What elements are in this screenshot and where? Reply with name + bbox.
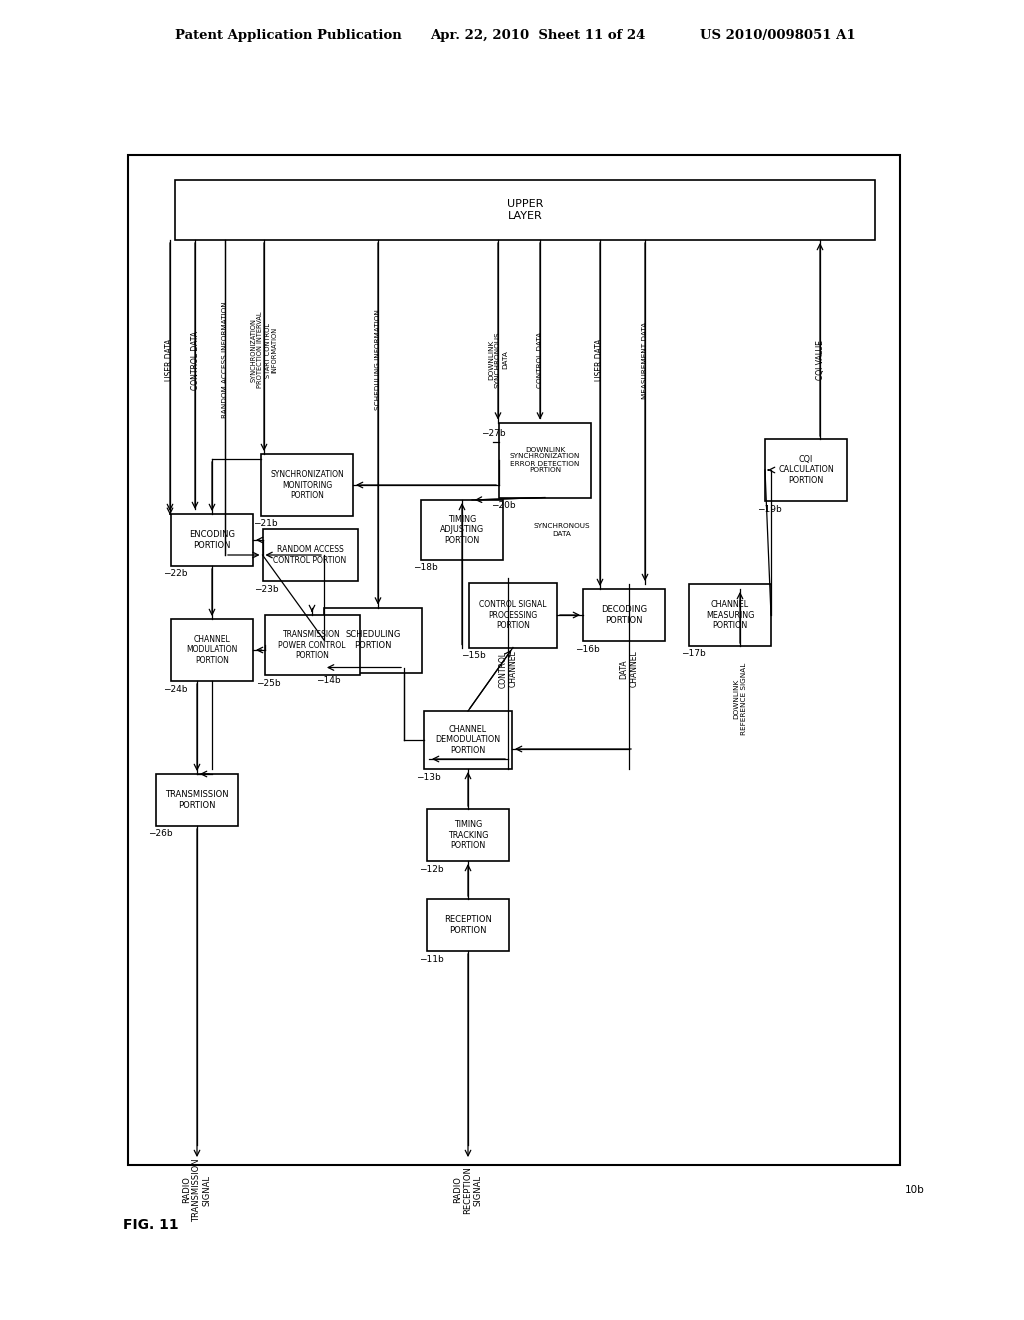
- Text: CHANNEL
MEASURING
PORTION: CHANNEL MEASURING PORTION: [706, 601, 755, 630]
- Text: CONTROL SIGNAL
PROCESSING
PORTION: CONTROL SIGNAL PROCESSING PORTION: [479, 601, 547, 630]
- Bar: [765, 440, 847, 502]
- Bar: [324, 607, 422, 672]
- Text: DECODING
PORTION: DECODING PORTION: [601, 606, 647, 624]
- Bar: [427, 809, 509, 861]
- Text: −21b: −21b: [253, 520, 278, 528]
- Text: Patent Application Publication: Patent Application Publication: [175, 29, 401, 41]
- Bar: [427, 899, 509, 950]
- Bar: [262, 529, 357, 581]
- Bar: [689, 583, 771, 645]
- Text: TIMING
ADJUSTING
PORTION: TIMING ADJUSTING PORTION: [440, 515, 484, 545]
- Text: CQI
CALCULATION
PORTION: CQI CALCULATION PORTION: [778, 455, 834, 484]
- Text: −12b: −12b: [419, 865, 443, 874]
- Bar: [171, 619, 253, 681]
- Text: −26b: −26b: [148, 829, 173, 838]
- Text: RADIO
RECEPTION
SIGNAL: RADIO RECEPTION SIGNAL: [453, 1166, 483, 1214]
- Bar: [421, 500, 503, 560]
- Text: −13b: −13b: [416, 772, 440, 781]
- Text: FIG. 11: FIG. 11: [123, 1218, 178, 1232]
- Text: −19b: −19b: [757, 504, 781, 513]
- Text: ENCODING
PORTION: ENCODING PORTION: [189, 531, 234, 549]
- Text: US 2010/0098051 A1: US 2010/0098051 A1: [700, 29, 856, 41]
- Text: USER DATA: USER DATA: [166, 339, 174, 381]
- Bar: [583, 589, 665, 642]
- Bar: [499, 422, 591, 498]
- Bar: [261, 454, 353, 516]
- Bar: [424, 711, 512, 770]
- Text: RECEPTION
PORTION: RECEPTION PORTION: [444, 915, 492, 935]
- Text: DOWNLINK
SYNCHRONOUS
DATA: DOWNLINK SYNCHRONOUS DATA: [488, 331, 508, 388]
- Text: −17b: −17b: [681, 649, 706, 659]
- Text: RANDOM ACCESS
CONTROL PORTION: RANDOM ACCESS CONTROL PORTION: [273, 545, 347, 565]
- Text: −27b: −27b: [481, 429, 506, 438]
- Text: −15b: −15b: [461, 651, 485, 660]
- Text: CONTROL DATA: CONTROL DATA: [190, 330, 200, 389]
- Text: −18b: −18b: [413, 564, 437, 573]
- Text: −20b: −20b: [490, 502, 516, 510]
- Text: TIMING
TRACKING
PORTION: TIMING TRACKING PORTION: [447, 820, 488, 850]
- Text: −25b: −25b: [256, 678, 282, 688]
- Text: CHANNEL
MODULATION
PORTION: CHANNEL MODULATION PORTION: [186, 635, 238, 665]
- Text: −16b: −16b: [575, 644, 600, 653]
- Bar: [128, 154, 900, 1166]
- Text: −22b: −22b: [163, 569, 187, 578]
- Text: 10b: 10b: [905, 1185, 925, 1195]
- Bar: [469, 582, 557, 648]
- Text: SYNCHRONIZATION
PROTECTION INTERVAL
START CONTROL
INFORMATION: SYNCHRONIZATION PROTECTION INTERVAL STAR…: [251, 312, 278, 388]
- Text: −24b: −24b: [163, 685, 187, 693]
- Text: −14b: −14b: [316, 676, 341, 685]
- Bar: [171, 513, 253, 566]
- Text: SCHEDULING INFORMATION: SCHEDULING INFORMATION: [375, 310, 381, 411]
- Bar: [156, 774, 238, 826]
- Text: UPPER
LAYER: UPPER LAYER: [507, 199, 543, 220]
- Text: SCHEDULING
PORTION: SCHEDULING PORTION: [345, 630, 400, 649]
- Text: −11b: −11b: [419, 954, 443, 964]
- Text: USER DATA: USER DATA: [596, 339, 604, 381]
- Text: TRANSMISSION
PORTION: TRANSMISSION PORTION: [165, 791, 228, 809]
- Text: CONTROL DATA: CONTROL DATA: [537, 331, 543, 388]
- Text: RADIO
TRANSMISSION
SIGNAL: RADIO TRANSMISSION SIGNAL: [182, 1158, 212, 1222]
- Text: CQI VALUE: CQI VALUE: [815, 341, 824, 380]
- Bar: [175, 180, 874, 240]
- Text: CONTROL
CHANNEL: CONTROL CHANNEL: [499, 651, 518, 688]
- Text: DOWNLINK
REFERENCE SIGNAL: DOWNLINK REFERENCE SIGNAL: [733, 663, 746, 735]
- Text: MEASUREMENT DATA: MEASUREMENT DATA: [642, 321, 648, 399]
- Text: DOWNLINK
SYNCHRONIZATION
ERROR DETECTION
PORTION: DOWNLINK SYNCHRONIZATION ERROR DETECTION…: [510, 446, 581, 474]
- Bar: [264, 615, 359, 675]
- Text: SYNCHRONIZATION
MONITORING
PORTION: SYNCHRONIZATION MONITORING PORTION: [270, 470, 344, 500]
- Text: SYNCHRONOUS
DATA: SYNCHRONOUS DATA: [534, 524, 590, 536]
- Text: DATA
CHANNEL: DATA CHANNEL: [620, 651, 639, 688]
- Text: RANDOM ACCESS INFORMATION: RANDOM ACCESS INFORMATION: [222, 302, 228, 418]
- Text: CHANNEL
DEMODULATION
PORTION: CHANNEL DEMODULATION PORTION: [435, 725, 501, 755]
- Text: TRANSMISSION
POWER CONTROL
PORTION: TRANSMISSION POWER CONTROL PORTION: [279, 630, 346, 660]
- Text: −23b: −23b: [255, 585, 280, 594]
- Text: Apr. 22, 2010  Sheet 11 of 24: Apr. 22, 2010 Sheet 11 of 24: [430, 29, 645, 41]
